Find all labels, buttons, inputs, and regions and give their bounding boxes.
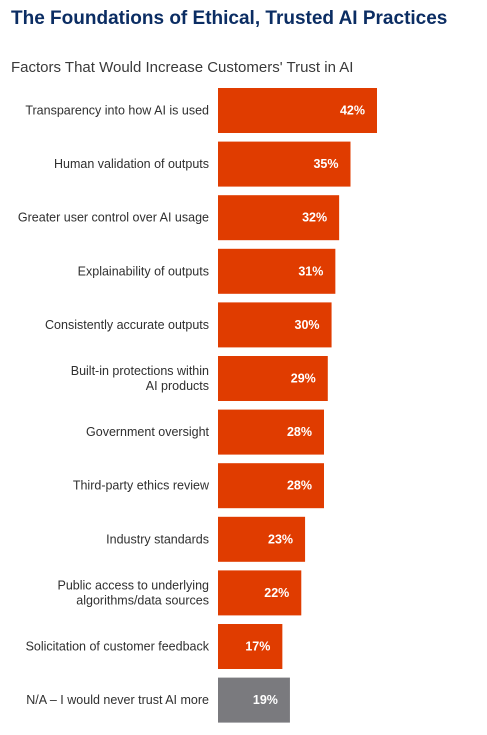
category-label-4: Consistently accurate outputs	[45, 318, 209, 332]
value-label-0: 42%	[340, 104, 365, 118]
value-label-7: 28%	[287, 479, 312, 493]
bar-8	[218, 516, 306, 562]
value-label-9: 22%	[264, 586, 289, 600]
value-label-6: 28%	[287, 425, 312, 439]
value-label-8: 23%	[268, 532, 293, 546]
category-label-7: Third-party ethics review	[73, 479, 210, 493]
bar-5	[218, 356, 328, 401]
category-label-9: Public access to underlying algorithms/da…	[58, 578, 210, 607]
category-label-1: Human validation of outputs	[54, 157, 209, 171]
category-label-11: N/A – I would never trust AI more	[26, 693, 209, 707]
value-label-10: 17%	[245, 640, 270, 654]
bar-0	[218, 88, 377, 133]
bar-11	[218, 677, 290, 723]
bar-4	[218, 302, 332, 348]
bar-10	[218, 624, 283, 669]
value-label-2: 32%	[302, 211, 327, 225]
chart-title: The Foundations of Ethical, Trusted AI P…	[11, 8, 448, 29]
bar-7	[218, 463, 324, 509]
category-label-2: Greater user control over AI usage	[18, 211, 209, 225]
category-label-8: Industry standards	[106, 532, 209, 546]
value-label-4: 30%	[295, 318, 320, 332]
bar-2	[218, 195, 340, 241]
bar-9	[218, 570, 302, 616]
bar-1	[218, 141, 351, 187]
category-label-3: Explainability of outputs	[78, 264, 209, 278]
bar-3	[218, 248, 336, 294]
chart-subtitle: Factors That Would Increase Customers' T…	[11, 59, 354, 76]
value-label-5: 29%	[291, 372, 316, 386]
category-label-0: Transparency into how AI is used	[25, 104, 209, 118]
category-label-10: Solicitation of customer feedback	[26, 640, 210, 654]
value-label-11: 19%	[253, 693, 278, 707]
value-label-1: 35%	[313, 157, 338, 171]
bar-6	[218, 409, 324, 455]
category-label-6: Government oversight	[86, 425, 210, 439]
value-label-3: 31%	[298, 264, 323, 278]
category-label-5: Built-in protections within AI products	[71, 364, 209, 393]
